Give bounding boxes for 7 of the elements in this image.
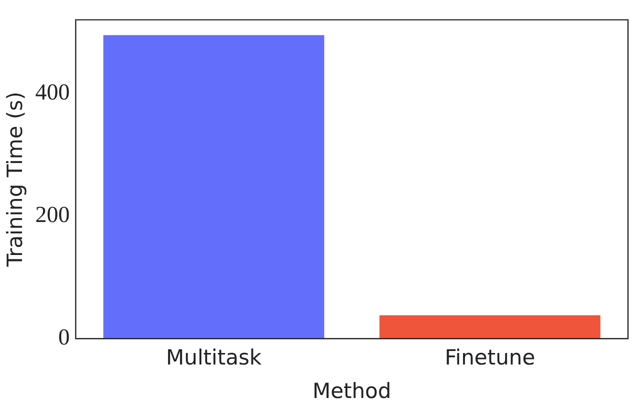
x-tick-label: Multitask	[166, 346, 262, 370]
x-tick-label: Finetune	[444, 346, 536, 370]
y-tick-label: 400	[35, 79, 70, 104]
y-axis-title: Training Time (s)	[3, 92, 28, 268]
x-axis-title: Method	[312, 378, 392, 403]
y-tick-label: 200	[35, 202, 70, 228]
y-tick-label: 0	[58, 324, 70, 350]
